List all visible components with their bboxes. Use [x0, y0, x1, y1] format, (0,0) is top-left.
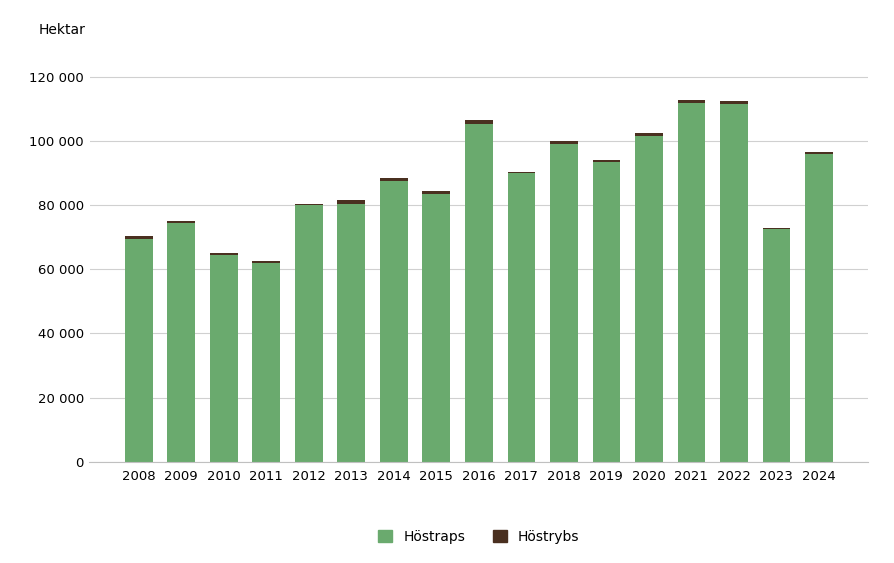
Bar	[677, 100, 704, 102]
Bar	[507, 173, 535, 462]
Text: Hektar: Hektar	[38, 23, 86, 37]
Bar	[550, 144, 577, 462]
Bar	[465, 120, 492, 123]
Bar	[295, 205, 322, 462]
Bar	[422, 191, 450, 194]
Bar	[337, 204, 365, 462]
Bar	[592, 160, 620, 162]
Bar	[125, 236, 152, 239]
Bar	[635, 136, 662, 462]
Bar	[167, 221, 195, 223]
Bar	[720, 104, 746, 462]
Bar	[422, 194, 450, 462]
Bar	[507, 172, 535, 173]
Bar	[465, 123, 492, 462]
Bar	[677, 102, 704, 462]
Bar	[762, 227, 789, 229]
Bar	[592, 162, 620, 462]
Bar	[295, 204, 322, 205]
Bar	[805, 154, 831, 462]
Bar	[720, 101, 746, 104]
Bar	[167, 223, 195, 462]
Bar	[635, 133, 662, 136]
Bar	[380, 181, 407, 462]
Bar	[337, 200, 365, 204]
Bar	[210, 255, 237, 462]
Bar	[380, 178, 407, 181]
Bar	[125, 239, 152, 462]
Bar	[210, 253, 237, 255]
Bar	[805, 153, 831, 154]
Bar	[550, 141, 577, 144]
Bar	[252, 263, 280, 462]
Legend: Höstraps, Höstrybs: Höstraps, Höstrybs	[371, 523, 586, 551]
Bar	[762, 229, 789, 462]
Bar	[252, 261, 280, 263]
